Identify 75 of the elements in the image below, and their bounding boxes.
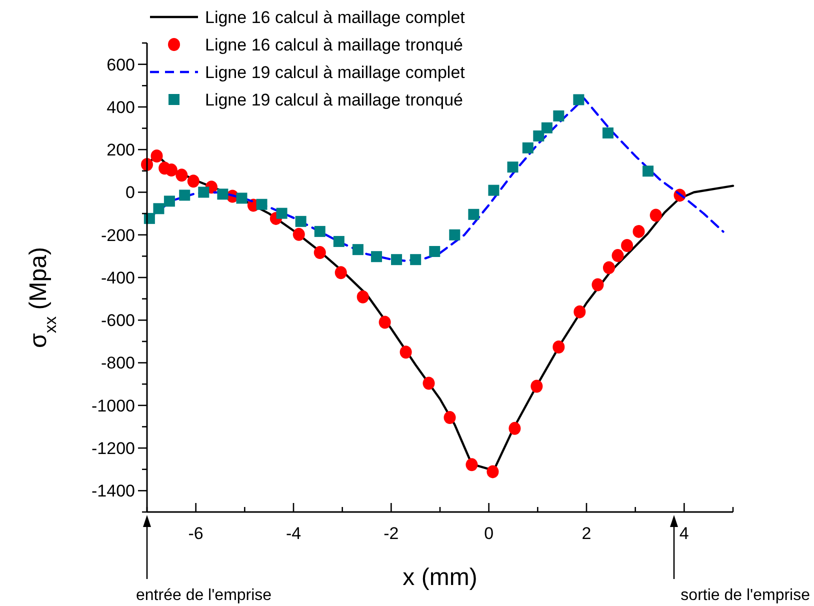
y-tick-label: -600 [100, 311, 135, 330]
point [333, 236, 344, 247]
y-tick-label: 400 [106, 98, 135, 117]
point [400, 346, 412, 359]
point [574, 305, 586, 318]
point [179, 190, 190, 201]
y-tick-label: 0 [126, 183, 135, 202]
point [602, 127, 614, 138]
point [334, 266, 347, 280]
y-tick-label: -1200 [92, 438, 135, 458]
point [486, 465, 499, 478]
point [153, 203, 164, 214]
point [533, 130, 544, 142]
x-tick-label: 2 [582, 524, 592, 543]
point [187, 174, 200, 188]
point [150, 149, 163, 162]
point [507, 162, 518, 173]
point [553, 110, 564, 122]
legend-label: Ligne 19 calcul à maillage complet [205, 62, 466, 82]
point [449, 229, 460, 240]
point [176, 168, 188, 182]
point [276, 208, 288, 219]
legend-label: Ligne 16 calcul à maillage tronqué [205, 35, 464, 54]
point [466, 458, 478, 472]
point [552, 340, 565, 354]
point [602, 261, 615, 274]
legend-label: Ligne 16 calcul à maillage complet [205, 8, 466, 27]
x-tick-label: 0 [484, 524, 494, 543]
point [410, 254, 422, 266]
x-tick-label: -6 [188, 524, 204, 543]
point [217, 188, 228, 200]
y-tick-label: -1400 [92, 482, 135, 501]
point [541, 122, 552, 134]
point [198, 186, 210, 198]
x-axis-title: x (mm) [402, 564, 478, 591]
point [422, 376, 435, 390]
point [642, 166, 654, 177]
point [621, 239, 634, 252]
point [356, 290, 369, 304]
point [352, 244, 364, 256]
point [468, 208, 480, 220]
point [236, 192, 248, 204]
point [391, 254, 402, 266]
point [292, 228, 305, 241]
point [164, 196, 175, 207]
point [522, 142, 534, 154]
point [256, 198, 268, 210]
x-tick-label: 4 [679, 524, 689, 543]
y-tick-label: 600 [106, 55, 135, 74]
point [508, 422, 521, 435]
point [371, 251, 382, 262]
point [165, 164, 178, 177]
point [650, 208, 662, 222]
x-tick-label: -4 [286, 524, 302, 543]
y-tick-label: -400 [100, 268, 135, 288]
point [378, 316, 391, 329]
point [429, 246, 440, 257]
y-tick-label: -800 [100, 354, 135, 373]
text: entrée de l'emprise [136, 587, 272, 604]
point [488, 184, 500, 196]
point [612, 249, 624, 262]
point [573, 94, 584, 106]
point [592, 278, 604, 292]
point [295, 216, 306, 227]
point [314, 246, 326, 260]
point [314, 226, 326, 237]
point [632, 224, 645, 238]
legend-label: Ligne 19 calcul à maillage tronqué [205, 90, 464, 110]
text: sortie de l'emprise [680, 587, 810, 604]
y-tick-label: -1000 [92, 396, 135, 416]
point [530, 380, 543, 393]
point [444, 411, 456, 424]
y-tick-label: 200 [106, 140, 135, 160]
y-tick-label: -200 [100, 226, 135, 245]
x-tick-label: -2 [384, 524, 399, 543]
